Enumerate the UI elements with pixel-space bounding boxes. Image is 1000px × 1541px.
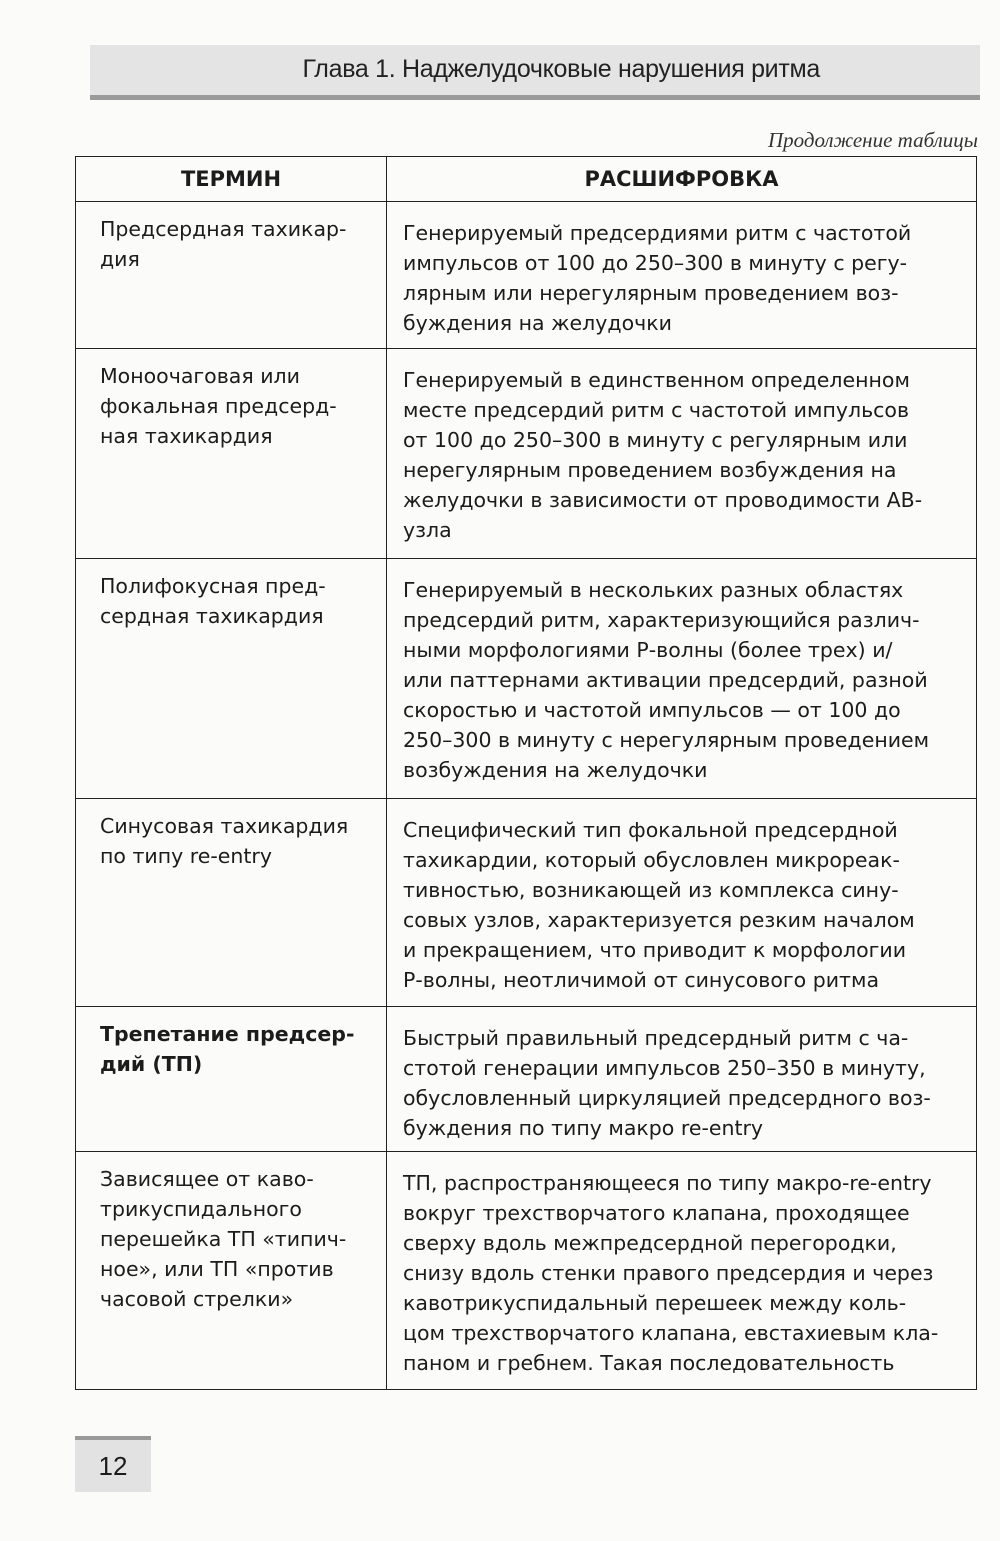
definition-line: возбуждения на желудочки [403,758,708,782]
definition-cell: Генерируемый в единственном определенном… [386,348,977,559]
definition-line: Генерируемый предсердиями ритм с частото… [403,221,912,245]
term-line: часовой стрелки» [100,1287,294,1311]
term-line: дий (ТП) [100,1052,203,1076]
term-cell: Зависящее от каво-трикуспидального переше… [75,1151,387,1390]
definition-line: обусловленный циркуляцией предсердного в… [403,1086,931,1110]
term-line: ное», или ТП «против [100,1257,334,1281]
definition-cell: Специфический тип фокальной предсердной т… [386,798,977,1007]
definition-cell: ТП, распространяющееся по типу макро-re-… [386,1151,977,1390]
table-row: Трепетание предсер-дий (ТП) Быстрый прави… [75,1006,977,1152]
definition-cell: Генерируемый в нескольких разных областя… [386,558,977,799]
table-row: Синусовая тахикардия по типу re-entry Спец… [75,798,977,1007]
term-line: фокальная предсерд- [100,394,337,418]
definition-line: совых узлов, характеризуется резким нача… [403,908,915,932]
term-line: Зависящее от каво- [100,1167,314,1191]
running-header: Глава 1. Наджелудочковые нарушения ритма [90,45,980,100]
definition-line: 250–300 в минуту с нерегулярным проведен… [403,728,930,752]
definition-cell: Быстрый правильный предсердный ритм с ча… [386,1006,977,1152]
definition-line: Специфический тип фокальной предсердной [403,818,898,842]
column-header-definition: РАСШИФРОВКА [386,156,977,202]
definition-line: паном и гребнем. Такая последовательност… [403,1351,895,1375]
definition-line: импульсов от 100 до 250–300 в минуту с р… [403,251,908,275]
page-number: 12 [75,1436,151,1492]
definition-line: месте предсердий ритм с частотой импульс… [403,398,910,422]
terms-table: ТЕРМИН РАСШИФРОВКА Предсердная тахикар-д… [75,156,977,1390]
definition-line: ными морфологиями Р-волны (более трех) и… [403,638,893,662]
chapter-title: Глава 1. Наджелудочковые нарушения ритма [302,55,820,83]
definition-line: нерегулярным проведением возбуждения на [403,458,897,482]
definition-line: буждения по типу макро re-entry [403,1116,764,1140]
table-header-row: ТЕРМИН РАСШИФРОВКА [75,156,977,202]
table-continued-label: Продолжение таблицы [767,128,978,152]
term-line: сердная тахикардия [100,604,324,628]
definition-line: тахикардии, который обусловлен микрореак… [403,848,900,872]
definition-line: и прекращением, что приводит к морфологи… [403,938,907,962]
term-line: Полифокусная пред- [100,574,326,598]
table-row: Зависящее от каво-трикуспидального переше… [75,1151,977,1390]
term-line: Трепетание предсер- [100,1022,355,1046]
term-cell: Полифокусная пред-сердная тахикардия [75,558,387,799]
term-line: Синусовая тахикардия [100,814,349,838]
column-header-term: ТЕРМИН [75,156,387,202]
definition-line: цом трехстворчатого клапана, евстахиевым… [403,1321,939,1345]
term-cell: Синусовая тахикардия по типу re-entry [75,798,387,1007]
definition-line: Р-волны, неотличимой от синусового ритма [403,968,880,992]
definition-line: тивностью, возникающей из комплекса сину… [403,878,899,902]
definition-line: скоростью и частотой импульсов — от 100 … [403,698,901,722]
definition-line: Генерируемый в нескольких разных областя… [403,578,904,602]
definition-line: кавотрикуспидальный перешеек между коль- [403,1291,907,1315]
definition-line: узла [403,518,452,542]
definition-line: стотой генерации импульсов 250–350 в мин… [403,1056,926,1080]
definition-line: или паттернами активации предсердий, раз… [403,668,928,692]
table-row: Моноочаговая или фокальная предсерд-ная т… [75,348,977,559]
definition-line: вокруг трехстворчатого клапана, проходящ… [403,1201,910,1225]
definition-line: снизу вдоль стенки правого предсердия и … [403,1261,934,1285]
term-line: по типу re-entry [100,844,272,868]
table-row: Полифокусная пред-сердная тахикардия Гене… [75,558,977,799]
term-line: перешейка ТП «типич- [100,1227,347,1251]
definition-line: ТП, распространяющееся по типу макро-re-… [403,1171,932,1195]
term-line: Предсердная тахикар- [100,217,347,241]
term-line: ная тахикардия [100,424,273,448]
term-cell: Трепетание предсер-дий (ТП) [75,1006,387,1152]
definition-line: лярным или нерегулярным проведением воз- [403,281,899,305]
table-row: Предсердная тахикар-дия Генерируемый пред… [75,201,977,349]
term-cell: Моноочаговая или фокальная предсерд-ная т… [75,348,387,559]
definition-line: Быстрый правильный предсердный ритм с ча… [403,1026,909,1050]
definition-line: от 100 до 250–300 в минуту с регулярным … [403,428,908,452]
definition-cell: Генерируемый предсердиями ритм с частото… [386,201,977,349]
term-cell: Предсердная тахикар-дия [75,201,387,349]
definition-line: предсердий ритм, характеризующийся разли… [403,608,920,632]
term-line: дия [100,247,140,271]
definition-line: сверху вдоль межпредсердной перегородки, [403,1231,897,1255]
definition-line: Генерируемый в единственном определенном [403,368,910,392]
definition-line: буждения на желудочки [403,311,672,335]
term-line: трикуспидального [100,1197,302,1221]
definition-line: желудочки в зависимости от проводимости … [403,488,923,512]
term-line: Моноочаговая или [100,364,300,388]
